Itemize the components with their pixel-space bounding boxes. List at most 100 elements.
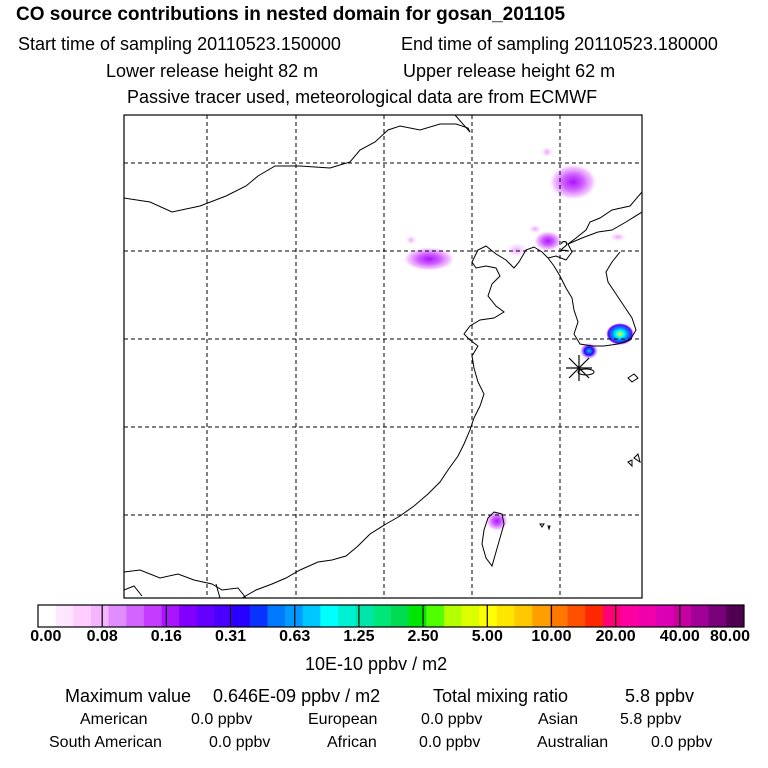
colorbar-cell [726, 605, 745, 627]
border-russia [567, 191, 642, 245]
border-south-tick [215, 583, 221, 598]
colorbar-cell [673, 605, 692, 627]
colorbar-cell [514, 605, 533, 627]
coast-korea-peninsula [547, 251, 637, 347]
colorbar-cell [426, 605, 445, 627]
colorbar-cell [179, 605, 198, 627]
plume-beijing [403, 247, 455, 271]
end-time-label: End time of sampling 20110523.180000 [401, 34, 718, 54]
colorbar-cell [338, 605, 357, 627]
border-north-segment [454, 115, 471, 133]
region-value-european: 0.0 ppbv [421, 711, 483, 728]
region-value-american: 0.0 ppbv [191, 711, 253, 728]
colorbar-tick-label: 0.00 [30, 628, 62, 645]
concentration-plumes [403, 146, 634, 531]
colorbar-cell [602, 605, 621, 627]
colorbar-cell [585, 605, 604, 627]
colorbar-cell [90, 605, 109, 627]
ryukyu-islands [539, 523, 551, 531]
colorbar-cell [479, 605, 498, 627]
colorbar-tick-label: 80.00 [709, 628, 751, 645]
region-name-american: American [80, 711, 148, 728]
plume-jeju [580, 343, 598, 359]
plume-korea-north [609, 232, 627, 242]
colorbar-tick-label: 0.08 [86, 628, 118, 645]
lat-lon-grid [124, 115, 642, 598]
japan-island-2 [633, 453, 641, 464]
region-name-australian: Australian [537, 734, 609, 751]
colorbar-cell [232, 605, 251, 627]
colorbar-cell [196, 605, 215, 627]
colorbar-cell [73, 605, 92, 627]
region-value-african: 0.0 ppbv [419, 734, 481, 751]
colorbar-tick-label: 0.63 [279, 628, 311, 645]
upper-release-height-label: Upper release height 62 m [403, 61, 616, 81]
total-mixing-ratio-label: Total mixing ratio [433, 686, 569, 706]
colorbar-tick-label: 0.31 [214, 628, 247, 645]
colorbar-cell [126, 605, 145, 627]
tracer-note: Passive tracer used, meteorological data… [127, 87, 598, 107]
region-value-australian: 0.0 ppbv [651, 734, 713, 751]
coast-bohai-shandong [463, 245, 549, 347]
colorbar-tick-label: 20.00 [595, 628, 636, 645]
colorbar-cell [108, 605, 127, 627]
max-value-label: Maximum value [65, 686, 192, 706]
taiwan-island [481, 511, 505, 568]
colorbar-tick-label: 5.00 [471, 628, 503, 645]
plume-bohai [505, 242, 529, 258]
grid-label: 2 [560, 238, 568, 255]
total-mixing-ratio-value: 5.8 ppbv [625, 686, 695, 706]
region-name-asian: Asian [538, 711, 579, 728]
colorbar-cell [691, 605, 710, 627]
colorbar-cell [55, 605, 74, 627]
map-frame [123, 114, 643, 599]
lower-release-height-label: Lower release height 82 m [106, 61, 319, 81]
colorbar-cell [708, 605, 727, 627]
colorbar-cell [143, 605, 162, 627]
start-time-label: Start time of sampling 20110523.150000 [18, 34, 341, 54]
colorbar-cell [355, 605, 374, 627]
colorbar-cell [320, 605, 339, 627]
colorbar-tick-label: 40.00 [659, 628, 700, 645]
region-name-african: African [327, 734, 377, 751]
colorbar-cell [443, 605, 462, 627]
colorbar-cell [285, 605, 304, 627]
colorbar-frame [37, 604, 745, 628]
region-name-south-american: South American [49, 734, 162, 751]
border-korea [547, 243, 573, 261]
border-mongolia [124, 123, 471, 213]
colorbar-cells [38, 605, 745, 627]
region-value-asian: 5.8 ppbv [620, 711, 682, 728]
colorbar-cell [567, 605, 586, 627]
plume-liaodong [534, 231, 562, 251]
colorbar-cell [214, 605, 233, 627]
colorbar-cell [620, 605, 639, 627]
colorbar-cell [496, 605, 515, 627]
max-value: 0.646E-09 ppbv / m2 [213, 686, 381, 706]
colorbar-cell [302, 605, 321, 627]
colorbar-cell [38, 605, 57, 627]
region-name-european: European [308, 711, 378, 728]
coastlines [124, 115, 642, 598]
plume-busan [606, 323, 634, 345]
colorbar-cell [373, 605, 392, 627]
colorbar-cell [267, 605, 286, 627]
colorbar-cell [549, 605, 568, 627]
coast-korea-north [567, 211, 642, 245]
colorbar-cell [638, 605, 657, 627]
plume-liaodong-edge [528, 224, 542, 234]
plume-west-small [405, 235, 417, 245]
colorbar-units: 10E-10 ppbv / m2 [305, 654, 448, 674]
colorbar [37, 604, 745, 628]
colorbar-tick-label: 0.16 [150, 628, 182, 645]
colorbar-cell [655, 605, 674, 627]
colorbar-cell [391, 605, 410, 627]
colorbar-major-dividers [101, 605, 681, 627]
japan-island-3 [627, 459, 633, 468]
plume-north-small [540, 146, 554, 158]
colorbar-cell [461, 605, 480, 627]
border-south-corner [124, 585, 143, 597]
coast-east-china [241, 345, 485, 598]
colorbar-cell [532, 605, 551, 627]
